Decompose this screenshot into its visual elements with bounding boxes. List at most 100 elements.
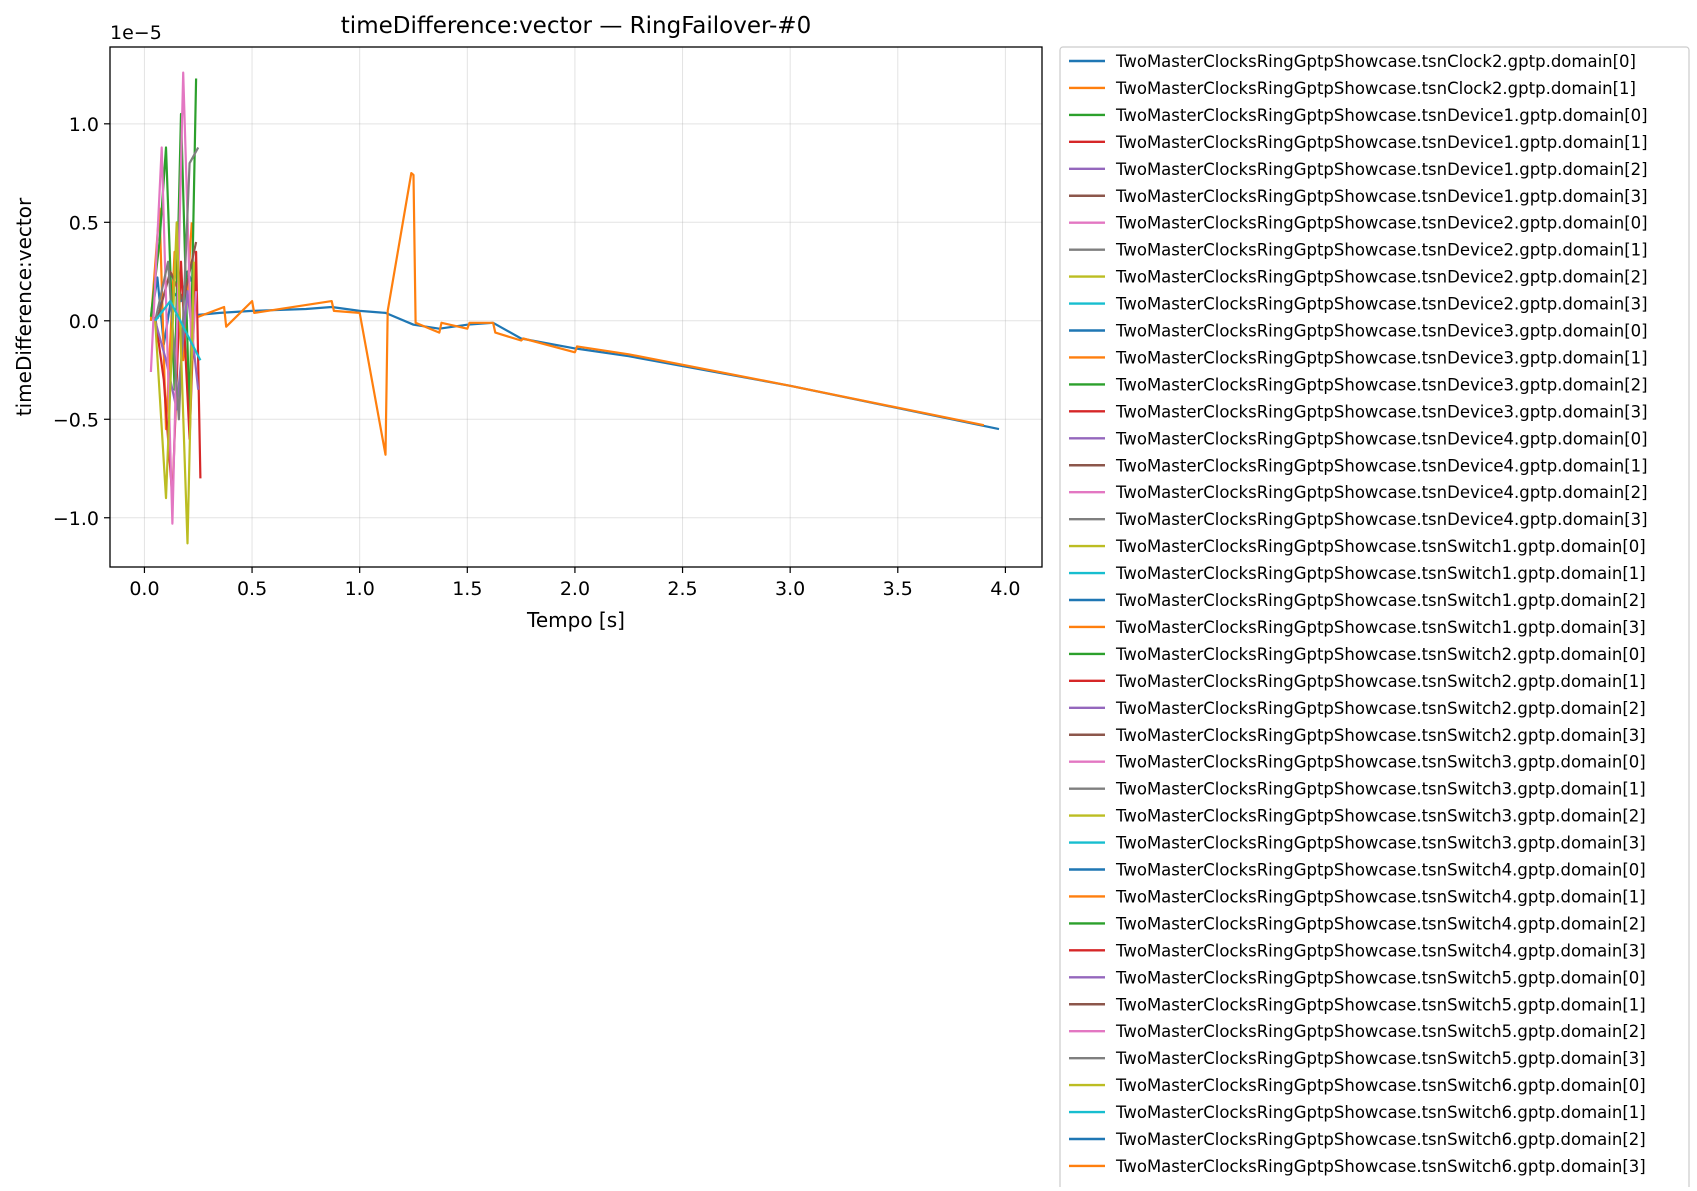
legend-item: TwoMasterClocksRingGptpShowcase.tsnSwitc… — [1069, 753, 1646, 772]
legend-item: TwoMasterClocksRingGptpShowcase.tsnSwitc… — [1069, 726, 1646, 745]
legend-item: TwoMasterClocksRingGptpShowcase.tsnDevic… — [1069, 160, 1648, 179]
series-line-11 — [197, 172, 985, 456]
legend-label: TwoMasterClocksRingGptpShowcase.tsnSwitc… — [1115, 618, 1646, 637]
legend-label: TwoMasterClocksRingGptpShowcase.tsnSwitc… — [1115, 1049, 1646, 1068]
y-tick-label: −0.5 — [53, 409, 99, 431]
legend-label: TwoMasterClocksRingGptpShowcase.tsnDevic… — [1115, 510, 1648, 529]
legend-item: TwoMasterClocksRingGptpShowcase.tsnDevic… — [1069, 510, 1648, 529]
x-tick-label: 1.5 — [452, 578, 482, 600]
legend-label: TwoMasterClocksRingGptpShowcase.tsnSwitc… — [1115, 807, 1646, 826]
legend-label: TwoMasterClocksRingGptpShowcase.tsnDevic… — [1115, 295, 1648, 314]
legend-label: TwoMasterClocksRingGptpShowcase.tsnSwitc… — [1115, 1157, 1646, 1176]
legend-label: TwoMasterClocksRingGptpShowcase.tsnDevic… — [1115, 429, 1648, 448]
legend-item: TwoMasterClocksRingGptpShowcase.tsnSwitc… — [1069, 1049, 1646, 1068]
legend-label: TwoMasterClocksRingGptpShowcase.tsnSwitc… — [1115, 887, 1646, 906]
legend-label: TwoMasterClocksRingGptpShowcase.tsnSwitc… — [1115, 564, 1646, 583]
legend-item: TwoMasterClocksRingGptpShowcase.tsnSwitc… — [1069, 914, 1646, 933]
legend-item: TwoMasterClocksRingGptpShowcase.tsnDevic… — [1069, 429, 1648, 448]
legend-label: TwoMasterClocksRingGptpShowcase.tsnSwitc… — [1115, 591, 1646, 610]
legend-label: TwoMasterClocksRingGptpShowcase.tsnSwitc… — [1115, 941, 1646, 960]
y-tick-label: 0.0 — [69, 311, 99, 333]
legend-label: TwoMasterClocksRingGptpShowcase.tsnSwitc… — [1115, 968, 1646, 987]
legend-label: TwoMasterClocksRingGptpShowcase.tsnDevic… — [1115, 348, 1648, 367]
legend-label: TwoMasterClocksRingGptpShowcase.tsnDevic… — [1115, 133, 1648, 152]
y-axis-label: timeDifference:vector — [12, 197, 36, 416]
legend-item: TwoMasterClocksRingGptpShowcase.tsnDevic… — [1069, 214, 1648, 233]
legend-item: TwoMasterClocksRingGptpShowcase.tsnDevic… — [1069, 187, 1648, 206]
chart-title: timeDifference:vector — RingFailover-#0 — [341, 13, 811, 39]
legend-item: TwoMasterClocksRingGptpShowcase.tsnDevic… — [1069, 322, 1648, 341]
legend-item: TwoMasterClocksRingGptpShowcase.tsnSwitc… — [1069, 887, 1646, 906]
legend-label: TwoMasterClocksRingGptpShowcase.tsnSwitc… — [1115, 1076, 1646, 1095]
legend-item: TwoMasterClocksRingGptpShowcase.tsnSwitc… — [1069, 834, 1646, 853]
legend-label: TwoMasterClocksRingGptpShowcase.tsnDevic… — [1115, 214, 1648, 233]
legend-item: TwoMasterClocksRingGptpShowcase.tsnSwitc… — [1069, 537, 1646, 556]
legend-label: TwoMasterClocksRingGptpShowcase.tsnDevic… — [1115, 483, 1648, 502]
x-tick-label: 0.5 — [237, 578, 267, 600]
series-layer — [149, 71, 1000, 545]
legend-item: TwoMasterClocksRingGptpShowcase.tsnDevic… — [1069, 295, 1648, 314]
legend-item: TwoMasterClocksRingGptpShowcase.tsnSwitc… — [1069, 591, 1646, 610]
legend-label: TwoMasterClocksRingGptpShowcase.tsnSwitc… — [1115, 672, 1646, 691]
legend-label: TwoMasterClocksRingGptpShowcase.tsnSwitc… — [1115, 914, 1646, 933]
legend-label: TwoMasterClocksRingGptpShowcase.tsnSwitc… — [1115, 753, 1646, 772]
x-tick-label: 2.0 — [560, 578, 590, 600]
x-tick-label: 4.0 — [990, 578, 1020, 600]
y-tick-label: 1.0 — [69, 114, 99, 136]
series-line-7 — [154, 146, 200, 421]
legend-item: TwoMasterClocksRingGptpShowcase.tsnSwitc… — [1069, 995, 1646, 1014]
legend-label: TwoMasterClocksRingGptpShowcase.tsnSwitc… — [1115, 861, 1646, 880]
legend-item: TwoMasterClocksRingGptpShowcase.tsnSwitc… — [1069, 861, 1646, 880]
legend-item: TwoMasterClocksRingGptpShowcase.tsnDevic… — [1069, 456, 1648, 475]
y-ticks: −1.0 −0.5 0.0 0.5 1.0 — [53, 114, 110, 530]
plot-frame — [109, 46, 1043, 568]
legend-item: TwoMasterClocksRingGptpShowcase.tsnDevic… — [1069, 268, 1648, 287]
legend-entries: TwoMasterClocksRingGptpShowcase.tsnClock… — [1069, 52, 1648, 1176]
legend-label: TwoMasterClocksRingGptpShowcase.tsnDevic… — [1115, 456, 1648, 475]
series-line-8 — [154, 221, 195, 545]
legend-box — [1059, 46, 1690, 1191]
legend-label: TwoMasterClocksRingGptpShowcase.tsnDevic… — [1115, 160, 1648, 179]
legend-label: TwoMasterClocksRingGptpShowcase.tsnDevic… — [1115, 375, 1648, 394]
legend-item: TwoMasterClocksRingGptpShowcase.tsnSwitc… — [1069, 1130, 1646, 1149]
legend-item: TwoMasterClocksRingGptpShowcase.tsnDevic… — [1069, 483, 1648, 502]
legend-label: TwoMasterClocksRingGptpShowcase.tsnDevic… — [1115, 106, 1648, 125]
legend-item: TwoMasterClocksRingGptpShowcase.tsnSwitc… — [1069, 807, 1646, 826]
legend-label: TwoMasterClocksRingGptpShowcase.tsnDevic… — [1115, 268, 1648, 287]
legend-item: TwoMasterClocksRingGptpShowcase.tsnClock… — [1069, 79, 1636, 98]
legend-item: TwoMasterClocksRingGptpShowcase.tsnClock… — [1069, 52, 1636, 71]
legend-label: TwoMasterClocksRingGptpShowcase.tsnSwitc… — [1115, 834, 1646, 853]
y-axis-offset-text: 1e−5 — [110, 22, 162, 44]
legend-item: TwoMasterClocksRingGptpShowcase.tsnSwitc… — [1069, 672, 1646, 691]
legend-item: TwoMasterClocksRingGptpShowcase.tsnSwitc… — [1069, 699, 1646, 718]
x-ticks: 0.0 0.5 1.0 1.5 2.0 2.5 3.0 3.5 4.0 — [129, 567, 1021, 600]
legend-item: TwoMasterClocksRingGptpShowcase.tsnSwitc… — [1069, 968, 1646, 987]
legend-item: TwoMasterClocksRingGptpShowcase.tsnDevic… — [1069, 375, 1648, 394]
legend-item: TwoMasterClocksRingGptpShowcase.tsnSwitc… — [1069, 645, 1646, 664]
legend-item: TwoMasterClocksRingGptpShowcase.tsnSwitc… — [1069, 564, 1646, 583]
legend-label: TwoMasterClocksRingGptpShowcase.tsnClock… — [1115, 52, 1636, 71]
y-tick-label: 0.5 — [69, 212, 99, 234]
legend-label: TwoMasterClocksRingGptpShowcase.tsnSwitc… — [1115, 537, 1646, 556]
legend-label: TwoMasterClocksRingGptpShowcase.tsnSwitc… — [1115, 645, 1646, 664]
legend-label: TwoMasterClocksRingGptpShowcase.tsnSwitc… — [1115, 1103, 1646, 1122]
legend: TwoMasterClocksRingGptpShowcase.tsnClock… — [1059, 46, 1690, 1191]
legend-item: TwoMasterClocksRingGptpShowcase.tsnDevic… — [1069, 348, 1648, 367]
series-line-9 — [154, 300, 202, 361]
series-line-3 — [154, 250, 202, 500]
legend-item: TwoMasterClocksRingGptpShowcase.tsnSwitc… — [1069, 1076, 1646, 1095]
legend-label: TwoMasterClocksRingGptpShowcase.tsnDevic… — [1115, 402, 1648, 421]
legend-item: TwoMasterClocksRingGptpShowcase.tsnDevic… — [1069, 106, 1648, 125]
legend-label: TwoMasterClocksRingGptpShowcase.tsnDevic… — [1115, 322, 1648, 341]
legend-item: TwoMasterClocksRingGptpShowcase.tsnSwitc… — [1069, 1103, 1646, 1122]
legend-label: TwoMasterClocksRingGptpShowcase.tsnSwitc… — [1115, 699, 1646, 718]
legend-label: TwoMasterClocksRingGptpShowcase.tsnClock… — [1115, 79, 1636, 98]
y-tick-label: −1.0 — [53, 508, 99, 530]
legend-item: TwoMasterClocksRingGptpShowcase.tsnSwitc… — [1069, 1157, 1646, 1176]
legend-label: TwoMasterClocksRingGptpShowcase.tsnDevic… — [1115, 241, 1648, 260]
legend-item: TwoMasterClocksRingGptpShowcase.tsnDevic… — [1069, 133, 1648, 152]
legend-label: TwoMasterClocksRingGptpShowcase.tsnSwitc… — [1115, 726, 1646, 745]
x-tick-label: 3.0 — [775, 578, 805, 600]
